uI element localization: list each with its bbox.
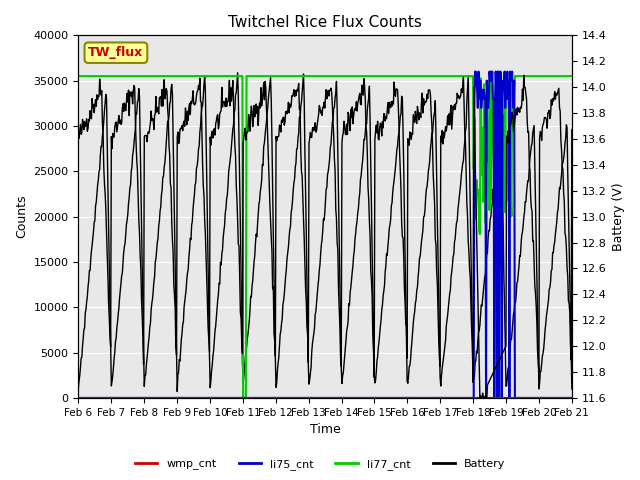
Legend: wmp_cnt, li75_cnt, li77_cnt, Battery: wmp_cnt, li75_cnt, li77_cnt, Battery bbox=[131, 455, 509, 474]
Y-axis label: Battery (V): Battery (V) bbox=[612, 182, 625, 251]
X-axis label: Time: Time bbox=[310, 423, 340, 436]
Text: TW_flux: TW_flux bbox=[88, 46, 143, 59]
Y-axis label: Counts: Counts bbox=[15, 195, 28, 239]
Title: Twitchel Rice Flux Counts: Twitchel Rice Flux Counts bbox=[228, 15, 422, 30]
